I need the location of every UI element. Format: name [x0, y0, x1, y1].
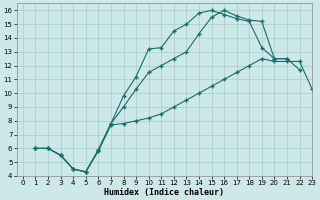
X-axis label: Humidex (Indice chaleur): Humidex (Indice chaleur) [104, 188, 224, 197]
